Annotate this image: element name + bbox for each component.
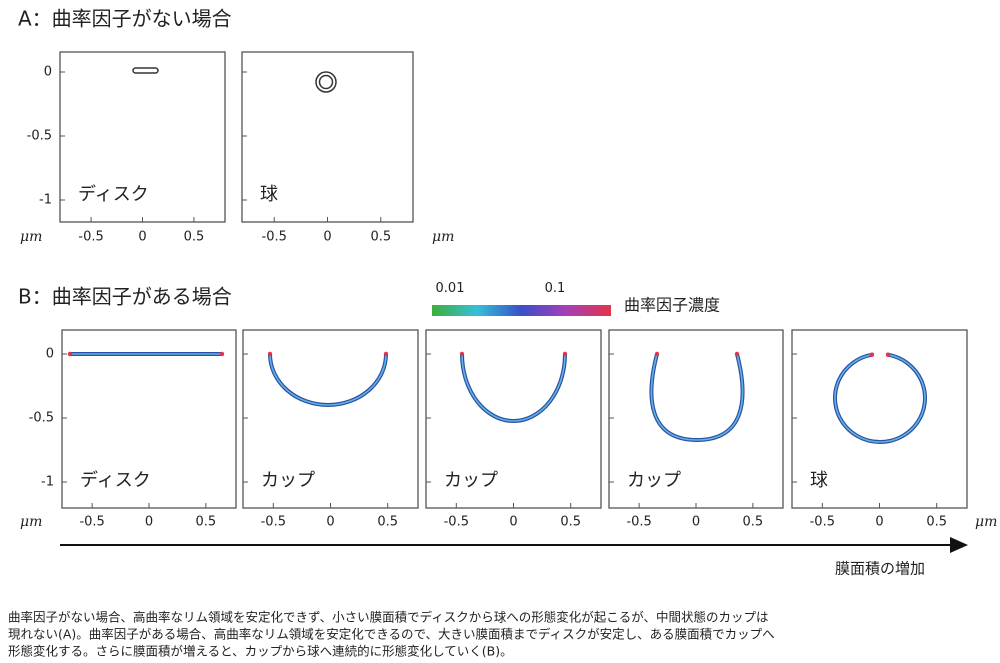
x-tick-label: -0.5 xyxy=(79,515,104,530)
rim-tip xyxy=(268,352,272,356)
x-tick-label: 0 xyxy=(509,515,517,530)
shape-label: ディスク xyxy=(80,470,151,491)
rim-tip xyxy=(384,352,388,356)
colorbar-tick: 0.01 xyxy=(436,281,465,296)
colorbar xyxy=(432,305,611,316)
x-tick-label: 0 xyxy=(692,515,700,530)
x-tick-label: -0.5 xyxy=(626,515,651,530)
shape-label: 球 xyxy=(810,470,828,491)
x-tick-label: 0 xyxy=(326,515,334,530)
rim-tip xyxy=(735,352,739,356)
shape-label: カップ xyxy=(627,470,681,491)
x-tick-label: 0.5 xyxy=(184,230,205,245)
x-tick-label: 0.5 xyxy=(743,515,764,530)
rim-tip xyxy=(563,352,567,356)
colorbar-tick: 0.1 xyxy=(545,281,566,296)
shape-label: ディスク xyxy=(78,184,149,205)
y-tick-label: -0.5 xyxy=(27,129,52,144)
shape-label: 球 xyxy=(260,184,278,205)
x-tick-label: 0 xyxy=(145,515,153,530)
rim-tip xyxy=(68,352,72,356)
x-tick-label: 0.5 xyxy=(196,515,217,530)
figure: A：曲率因子がない場合 B：曲率因子がある場合 0.01 0.1 曲率因子濃度 … xyxy=(0,0,1000,659)
x-tick-label: 0.5 xyxy=(370,230,391,245)
shape-label: カップ xyxy=(444,470,498,491)
arrow-label: 膜面積の増加 xyxy=(835,560,925,578)
caption-line: 現れない(A)。曲率因子がある場合、高曲率なリム領域を安定化できるので、大きい膜… xyxy=(8,627,775,642)
x-tick-label: 0 xyxy=(138,230,146,245)
x-tick-label: -0.5 xyxy=(810,515,835,530)
unit-label: μm xyxy=(975,514,997,530)
y-tick-label: 0 xyxy=(46,347,54,362)
x-tick-label: 0.5 xyxy=(926,515,947,530)
colorbar-label: 曲率因子濃度 xyxy=(624,296,720,315)
x-tick-label: 0.5 xyxy=(377,515,398,530)
rim-tip xyxy=(870,353,874,357)
x-tick-label: -0.5 xyxy=(444,515,469,530)
x-tick-label: 0 xyxy=(875,515,883,530)
y-tick-label: -1 xyxy=(41,475,54,490)
y-tick-label: -0.5 xyxy=(29,411,54,426)
x-tick-label: -0.5 xyxy=(262,230,287,245)
x-tick-label: 0.5 xyxy=(560,515,581,530)
caption-line: 曲率因子がない場合、高曲率なリム領域を安定化できず、小さい膜面積でディスクから球… xyxy=(8,610,769,625)
caption-line: 形態変化する。さらに膜面積が増えると、カップから球へ連続的に形態変化していく(B… xyxy=(8,644,513,659)
panel-b-title: B：曲率因子がある場合 xyxy=(18,285,232,309)
x-tick-label: 0 xyxy=(323,230,331,245)
x-tick-label: -0.5 xyxy=(78,230,103,245)
rim-tip xyxy=(655,352,659,356)
rim-tip xyxy=(460,352,464,356)
unit-label: μm xyxy=(432,229,454,245)
shape-label: カップ xyxy=(261,470,315,491)
unit-label: μm xyxy=(20,514,42,530)
rim-tip xyxy=(886,353,890,357)
unit-label: μm xyxy=(20,229,42,245)
y-tick-label: -1 xyxy=(39,193,52,208)
x-tick-label: -0.5 xyxy=(261,515,286,530)
rim-tip xyxy=(220,352,224,356)
panel-a-title: A：曲率因子がない場合 xyxy=(18,7,232,31)
y-tick-label: 0 xyxy=(44,65,52,80)
